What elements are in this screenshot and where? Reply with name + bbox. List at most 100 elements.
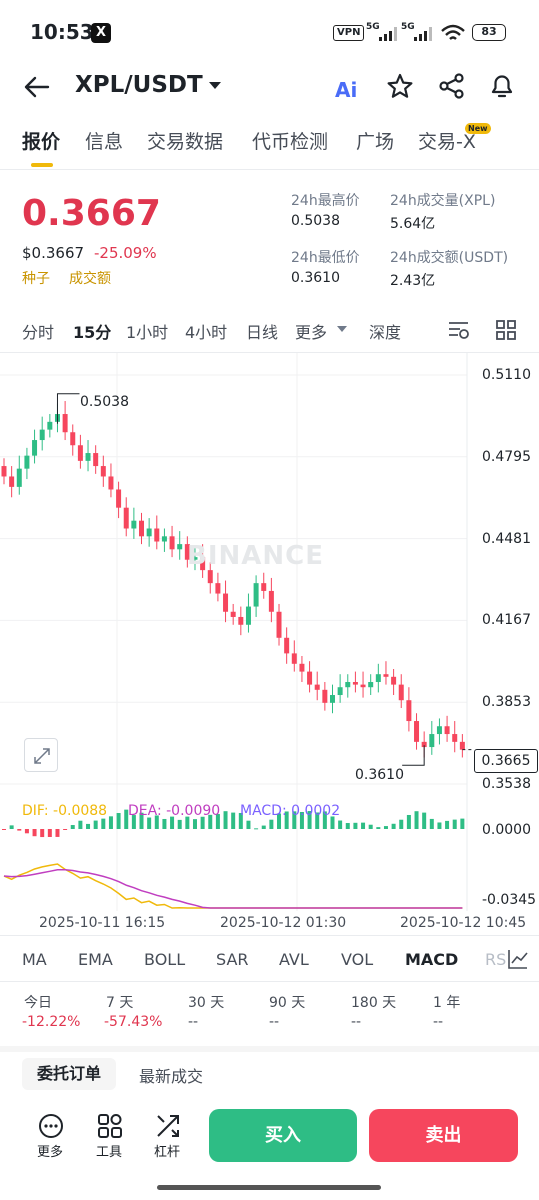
expand-icon	[34, 748, 50, 764]
volume-value: 5.64亿	[390, 216, 436, 232]
candle-body	[184, 544, 190, 560]
candle-body	[352, 682, 358, 685]
last-price: 0.3667	[22, 193, 161, 234]
tab-trading-data[interactable]: 交易数据	[147, 131, 224, 153]
indicator-avl[interactable]: AVL	[279, 950, 309, 969]
share-icon[interactable]	[439, 73, 465, 99]
macd-histogram-bar	[460, 818, 465, 829]
macd-histogram-bar	[345, 823, 350, 829]
macd-histogram-bar	[391, 823, 396, 829]
macd-histogram-bar	[292, 811, 297, 829]
more-label[interactable]: 更多	[37, 1145, 64, 1160]
macd-histogram-bar	[131, 815, 136, 829]
usd-price: $0.3667	[22, 244, 85, 262]
tab-open-orders[interactable]: 委托订单	[22, 1058, 116, 1090]
back-arrow-icon[interactable]	[24, 76, 50, 98]
candle-body	[47, 421, 53, 430]
indicator-ema[interactable]: EMA	[78, 950, 113, 969]
caret-down-icon[interactable]	[208, 81, 222, 91]
tools-label[interactable]: 工具	[96, 1145, 123, 1160]
section-divider	[0, 1046, 539, 1052]
indicator-settings-icon[interactable]	[448, 320, 470, 340]
candle-body	[284, 637, 290, 654]
ai-icon[interactable]: Ai	[335, 78, 358, 102]
macd-histogram-bar	[406, 814, 411, 829]
candle-body	[146, 528, 152, 537]
macd-histogram-bar	[200, 816, 205, 829]
interval-1h[interactable]: 1小时	[126, 323, 169, 342]
leverage-icon[interactable]	[155, 1113, 181, 1139]
macd-histogram-bar	[368, 824, 373, 829]
macd-histogram-bar	[361, 822, 366, 829]
indicator-ma[interactable]: MA	[22, 950, 47, 969]
signal-2: 5G	[401, 22, 415, 32]
layout-grid-icon[interactable]	[496, 320, 516, 340]
amount-label: 24h成交额(USDT)	[390, 250, 509, 266]
macd-histogram-bar	[277, 813, 282, 829]
tab-trade-x[interactable]: 交易-X	[418, 131, 476, 153]
fullscreen-button[interactable]	[24, 738, 58, 772]
macd-histogram-bar	[147, 817, 152, 829]
indicator-vol[interactable]: VOL	[341, 950, 374, 969]
macd-histogram-bar	[116, 813, 121, 829]
tab-latest-trades[interactable]: 最新成交	[139, 1067, 204, 1086]
macd-histogram-bar	[322, 811, 327, 829]
macd-histogram-bar	[315, 812, 320, 829]
candle-body	[215, 583, 221, 594]
candle-body	[93, 453, 99, 467]
indicator-sar[interactable]: SAR	[216, 950, 249, 969]
period-label: 30 天	[188, 995, 225, 1011]
candle-body	[329, 695, 335, 703]
macd-histogram-bar	[170, 816, 175, 829]
more-icon[interactable]	[38, 1113, 64, 1139]
period-value: --	[188, 1014, 199, 1030]
interval-timeline[interactable]: 分时	[22, 323, 55, 342]
sell-button[interactable]: 卖出	[369, 1109, 518, 1162]
tools-icon[interactable]	[97, 1113, 123, 1139]
macd-histogram-bar	[399, 819, 404, 829]
macd-axis-label: 0.0000	[482, 822, 531, 838]
macd-histogram-bar	[238, 812, 243, 829]
candle-body	[383, 674, 389, 677]
pair-title[interactable]: XPL/USDT	[75, 72, 203, 98]
battery-icon: 83	[472, 24, 506, 41]
price-axis-label: 0.5110	[482, 367, 531, 383]
low-value: 0.3610	[291, 270, 340, 286]
divider	[0, 169, 539, 170]
high-value: 0.5038	[291, 213, 340, 229]
chart-indicator-icon[interactable]	[507, 948, 529, 970]
tag-seed[interactable]: 种子	[22, 271, 50, 287]
tab-quote[interactable]: 报价	[22, 131, 61, 153]
interval-15m[interactable]: 15分	[73, 323, 112, 342]
tab-info[interactable]: 信息	[85, 131, 124, 153]
leverage-label[interactable]: 杠杆	[154, 1145, 181, 1160]
macd-histogram-bar	[208, 814, 213, 829]
interval-1d[interactable]: 日线	[246, 323, 279, 342]
bell-icon[interactable]	[489, 72, 515, 100]
interval-depth[interactable]: 深度	[369, 323, 402, 342]
caret-down-icon[interactable]	[336, 325, 348, 333]
interval-4h[interactable]: 4小时	[185, 323, 228, 342]
macd-histogram-bar	[299, 811, 304, 829]
indicator-macd[interactable]: MACD	[405, 950, 459, 969]
tag-turnover[interactable]: 成交额	[69, 271, 111, 287]
candle-body	[169, 536, 175, 550]
period-value: -12.22%	[22, 1014, 81, 1030]
indicator-rsi-clip[interactable]: RSI	[485, 946, 539, 974]
interval-more[interactable]: 更多	[295, 323, 328, 342]
signal-1: 5G	[366, 22, 380, 32]
x-app-icon: X	[91, 23, 111, 43]
candlestick-chart[interactable]	[0, 353, 539, 913]
signal-bars-icon	[414, 27, 432, 41]
indicator-rsi[interactable]: RSI	[485, 950, 511, 969]
macd-legend: MACD: 0.0002	[240, 803, 341, 819]
tab-square[interactable]: 广场	[356, 131, 395, 153]
candle-body	[139, 520, 145, 537]
indicator-boll[interactable]: BOLL	[144, 950, 186, 969]
candle-body	[161, 536, 167, 542]
home-indicator[interactable]	[157, 1185, 381, 1190]
star-icon[interactable]	[387, 73, 413, 99]
buy-button[interactable]: 买入	[209, 1109, 357, 1162]
tab-token-check[interactable]: 代币检测	[252, 131, 329, 153]
candle-body	[268, 590, 274, 612]
